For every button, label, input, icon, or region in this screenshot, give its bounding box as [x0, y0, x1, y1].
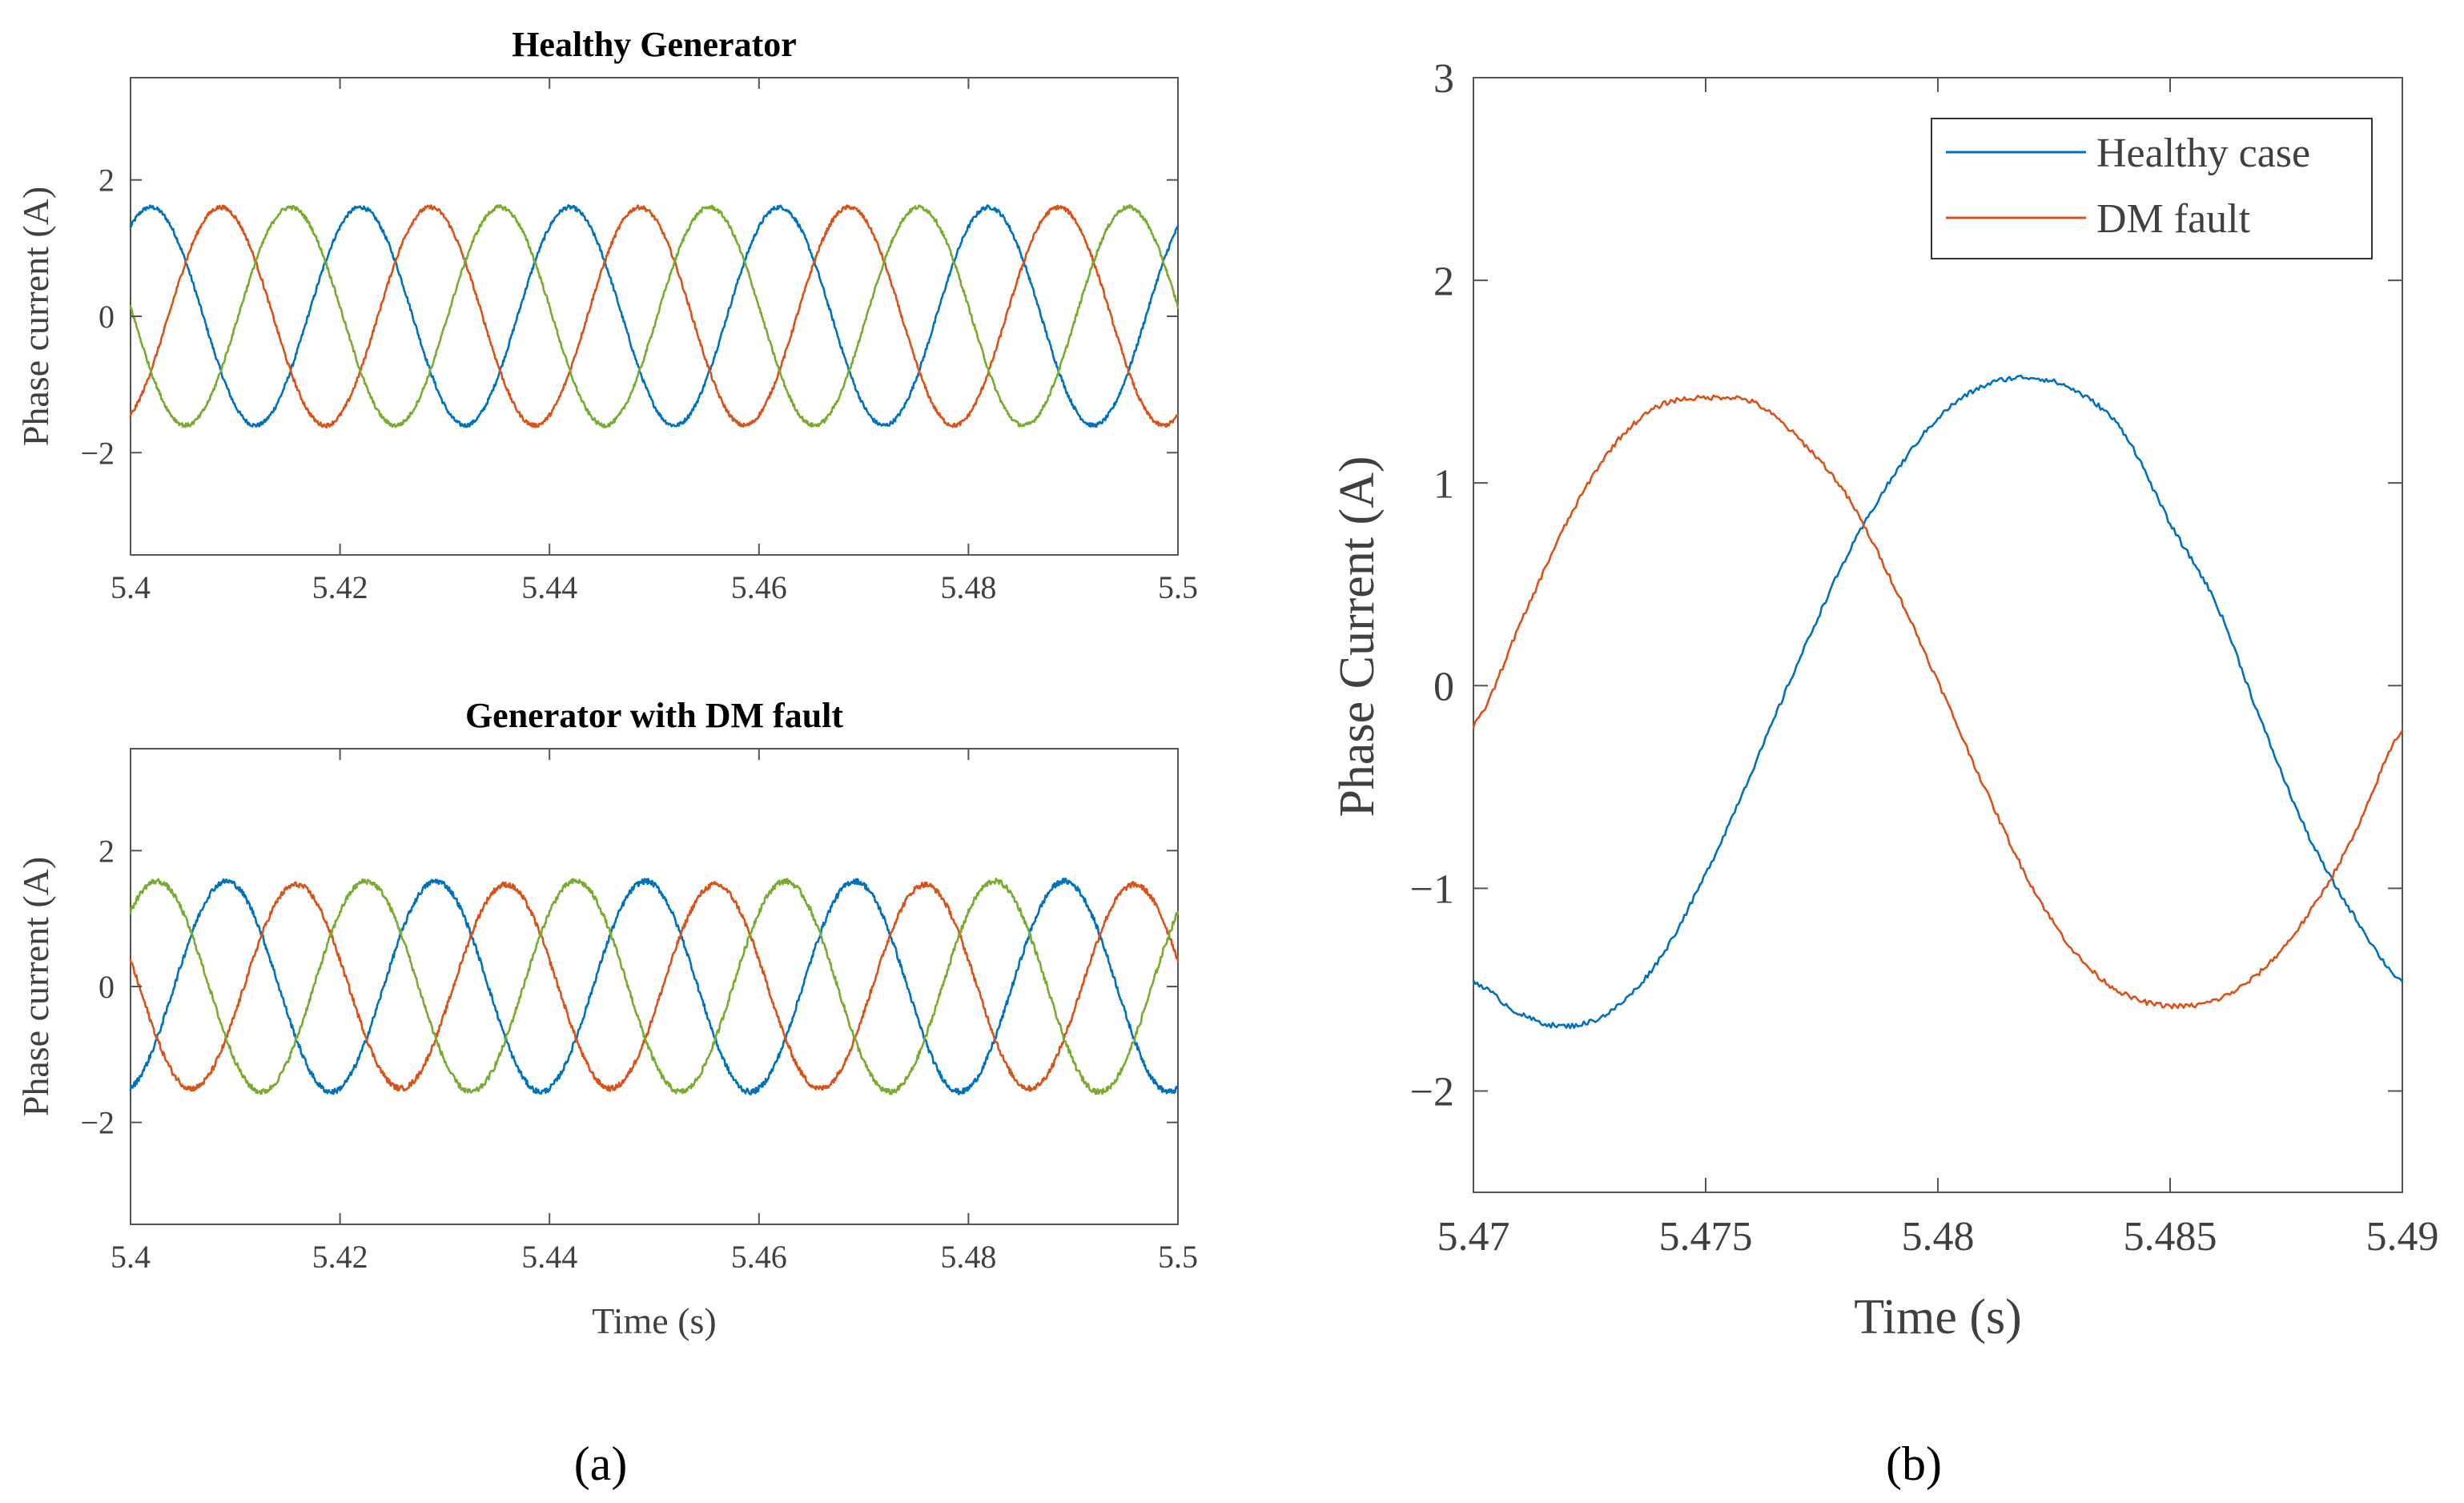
y-tick-label: −2: [1410, 1070, 1454, 1115]
plot-frame: [130, 77, 1179, 556]
y-tick-label: 0: [98, 299, 115, 335]
x-tick-label: 5.44: [521, 1239, 577, 1275]
legend-label-dm-fault: DM fault: [2096, 196, 2251, 242]
x-tick-label: 5.485: [2124, 1214, 2217, 1260]
chart-title: Generator with DM fault: [465, 696, 843, 735]
chart-title: Healthy Generator: [512, 25, 797, 64]
series-line-phase-2: [129, 881, 1180, 1092]
x-tick-label: 5.4: [111, 1239, 151, 1275]
x-tick-label: 5.5: [1158, 1239, 1198, 1275]
series-line-healthy-case: [1472, 374, 2404, 1030]
x-tick-label: 5.4: [111, 569, 151, 605]
y-axis-label: Phase Current (A): [1330, 456, 1385, 817]
series-line-dm-fault: [1472, 394, 2404, 1010]
series-line-phase-3: [129, 878, 1180, 1095]
series-line-phase-1: [129, 204, 1180, 428]
x-tick-label: 5.46: [731, 1239, 787, 1275]
y-tick-label: 3: [1433, 56, 1454, 102]
y-axis-label: Phase current (A): [15, 187, 56, 446]
y-tick-label: 2: [98, 163, 115, 199]
x-tick-label: 5.46: [731, 569, 787, 605]
panel-label-a: (a): [574, 1437, 628, 1490]
x-tick-label: 5.48: [1902, 1214, 1975, 1260]
series-line-phase-1: [129, 878, 1180, 1095]
plot-frame: [130, 748, 1179, 1225]
y-tick-label: 2: [1433, 259, 1454, 304]
y-tick-label: −2: [80, 1105, 115, 1141]
x-tick-label: 5.42: [312, 1239, 368, 1275]
chart-phase-current-comparison: 5.47 5.475 5.48 5.485 5.49 −2 −1 0 1 2 3 Phase Cur…: [1330, 56, 2439, 1344]
legend-box: [1931, 118, 2373, 259]
y-tick-label: 1: [1433, 461, 1454, 507]
y-tick-label: 0: [98, 969, 115, 1005]
x-tick-label: 5.48: [940, 569, 996, 605]
x-tick-label: 5.44: [521, 569, 577, 605]
panel-label-b: (b): [1886, 1437, 1942, 1490]
x-tick-label: 5.42: [312, 569, 368, 605]
chart-healthy-generator: Healthy Generator 5.4 5.42 5.44 5.46 5.48 5.5…: [15, 25, 1198, 605]
y-tick-label: −2: [80, 435, 115, 471]
x-axis-label: Time (s): [1854, 1290, 2022, 1344]
y-axis-label: Phase current (A): [15, 857, 56, 1116]
y-tick-label: 0: [1433, 664, 1454, 709]
x-tick-label: 5.47: [1437, 1214, 1510, 1260]
legend-label-healthy-case: Healthy case: [2096, 131, 2310, 176]
chart-dm-fault-generator: Generator with DM fault 5.4 5.42 5.44 5.46 5…: [15, 696, 1198, 1341]
legend: Healthy case DM fault: [1931, 118, 2373, 259]
x-tick-label: 5.48: [940, 1239, 996, 1275]
x-axis-label: Time (s): [592, 1300, 717, 1341]
y-tick-label: −1: [1410, 867, 1454, 913]
x-tick-label: 5.49: [2366, 1214, 2439, 1260]
x-tick-label: 5.475: [1659, 1214, 1753, 1260]
series-line-phase-2: [129, 204, 1180, 428]
x-tick-label: 5.5: [1158, 569, 1198, 605]
series-line-phase-3: [129, 204, 1180, 429]
y-tick-label: 2: [98, 833, 115, 869]
